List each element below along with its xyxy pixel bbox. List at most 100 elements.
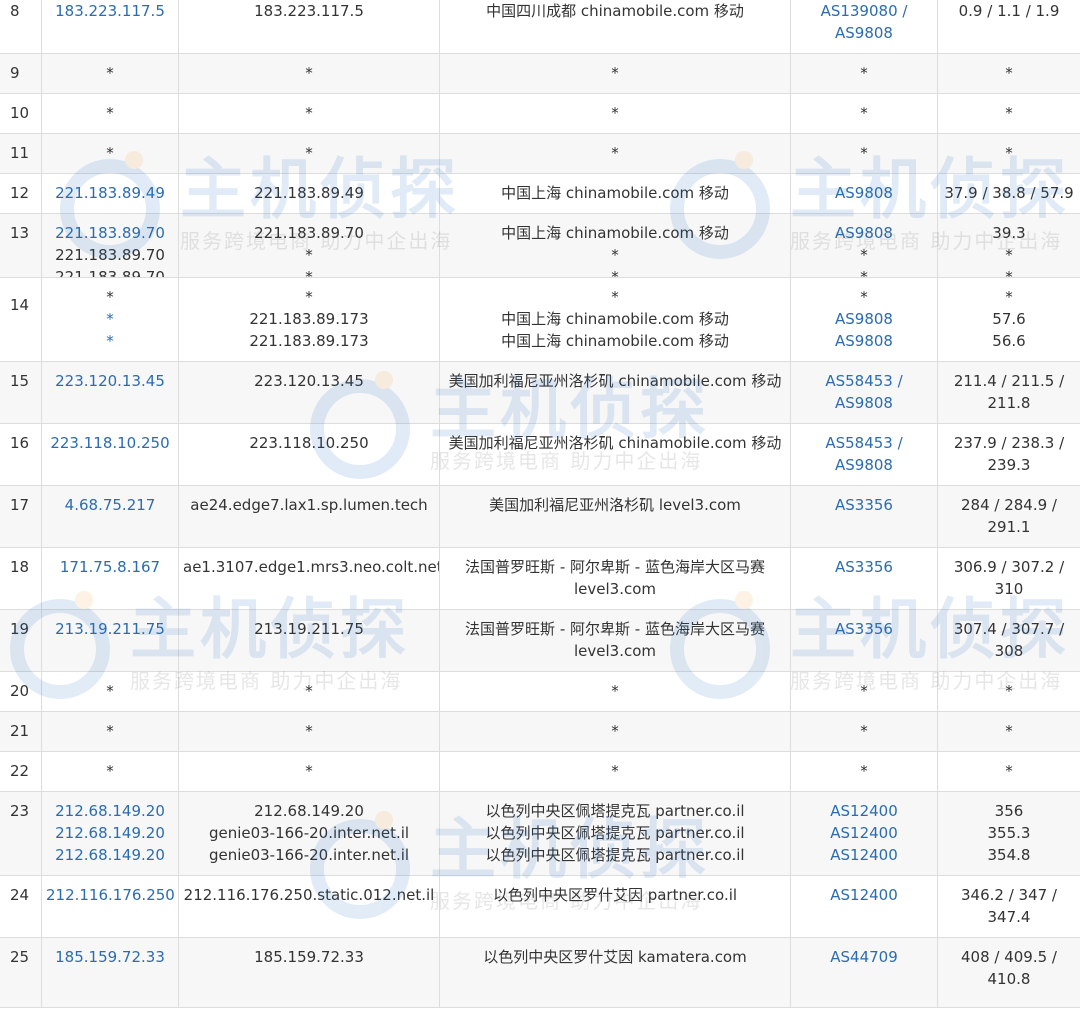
as-number-link[interactable]: AS9808 bbox=[791, 174, 938, 213]
ip-link-text[interactable]: * bbox=[106, 332, 114, 350]
ip-link-text[interactable]: 221.183.89.49 bbox=[55, 184, 165, 202]
ip-link[interactable]: 223.120.13.45 bbox=[42, 362, 179, 423]
as-number-link[interactable]: AS58453 / AS9808 bbox=[791, 362, 938, 423]
as-number-link[interactable]: AS58453 / AS9808 bbox=[791, 424, 938, 485]
as-number-link[interactable]: * bbox=[791, 54, 938, 93]
ip-link-text[interactable]: 183.223.117.5 bbox=[55, 2, 165, 20]
as-number-link-text[interactable]: AS9808 bbox=[835, 24, 893, 42]
as-number-link-text[interactable]: AS12400 bbox=[830, 846, 898, 864]
as-number-link-text[interactable]: AS9808 bbox=[835, 310, 893, 328]
latency-ms-text: * bbox=[1005, 246, 1013, 264]
ip-link-text[interactable]: 4.68.75.217 bbox=[64, 496, 156, 514]
ip-link[interactable]: 183.223.117.5 bbox=[42, 0, 179, 53]
geo-location-text: 美国加利福尼亚州洛杉矶 chinamobile.com 移动 bbox=[448, 434, 782, 452]
ip-link-text[interactable]: 221.183.89.70 bbox=[55, 224, 165, 242]
geo-location: * bbox=[440, 672, 791, 711]
as-number-link-text[interactable]: AS9808 bbox=[835, 456, 893, 474]
ip-link[interactable]: 4.68.75.217 bbox=[42, 486, 179, 547]
geo-location: 中国上海 chinamobile.com 移动 bbox=[440, 174, 791, 213]
ip-link-text[interactable]: 212.116.176.250 bbox=[46, 886, 175, 904]
as-number-link[interactable]: * bbox=[791, 94, 938, 133]
as-number-link[interactable]: AS12400 bbox=[791, 876, 938, 937]
latency-ms-text: * bbox=[1005, 144, 1013, 162]
as-number-link-text[interactable]: AS3356 bbox=[835, 496, 893, 514]
as-number-link-text[interactable]: AS12400 bbox=[830, 802, 898, 820]
geo-location-text: * bbox=[611, 268, 619, 277]
ip-link[interactable]: * * * bbox=[42, 278, 179, 361]
as-number-link[interactable]: AS3356 bbox=[791, 548, 938, 609]
ip-link-text[interactable]: 223.118.10.250 bbox=[50, 434, 170, 452]
ip-link[interactable]: * bbox=[42, 712, 179, 751]
as-number-link-text[interactable]: AS9808 bbox=[835, 394, 893, 412]
hop-number: 25 bbox=[0, 938, 42, 1007]
as-number-link[interactable]: AS3356 bbox=[791, 486, 938, 547]
ip-link[interactable]: 223.118.10.250 bbox=[42, 424, 179, 485]
as-number-link[interactable]: AS139080 / AS9808 bbox=[791, 0, 938, 53]
hop-number-text: 13 bbox=[10, 224, 30, 242]
ip-link[interactable]: 185.159.72.33 bbox=[42, 938, 179, 1007]
hop-number: 10 bbox=[0, 94, 42, 133]
ip-link[interactable]: * bbox=[42, 94, 179, 133]
hop-number-text: 15 bbox=[10, 372, 30, 390]
geo-location-text: 以色列中央区罗什艾因 kamatera.com bbox=[483, 948, 747, 966]
as-number-link[interactable]: * bbox=[791, 712, 938, 751]
ip-link[interactable]: * bbox=[42, 54, 179, 93]
as-number-link[interactable]: AS44709 bbox=[791, 938, 938, 1007]
as-number-link-text[interactable]: AS3356 bbox=[835, 620, 893, 638]
hop-number: 24 bbox=[0, 876, 42, 937]
as-number-link[interactable]: AS3356 bbox=[791, 610, 938, 671]
ip-link-text[interactable]: 212.68.149.20 bbox=[55, 824, 165, 842]
ip-link[interactable]: 221.183.89.70 221.183.89.70 221.183.89.70 bbox=[42, 214, 179, 277]
as-number-link[interactable]: AS9808 * * bbox=[791, 214, 938, 277]
as-number-link[interactable]: * bbox=[791, 752, 938, 791]
as-number-link-text[interactable]: AS44709 bbox=[830, 948, 898, 966]
table-row: 14 * * * * 221.183.89.173 221.183.89.173 * 中国上海 … bbox=[0, 278, 1080, 362]
geo-location-text: 中国上海 chinamobile.com 移动 bbox=[501, 310, 729, 328]
latency-ms-text: 37.9 / 38.8 / 57.9 bbox=[944, 184, 1074, 202]
latency-ms: 408 / 409.5 / 410.8 bbox=[938, 938, 1080, 1007]
ip-link-text[interactable]: 213.19.211.75 bbox=[55, 620, 165, 638]
ip-link-text[interactable]: 212.68.149.20 bbox=[55, 802, 165, 820]
as-number-link-text: * bbox=[860, 762, 868, 780]
hostname-text: 223.118.10.250 bbox=[249, 434, 369, 452]
as-number-link-text[interactable]: AS58453 / bbox=[825, 372, 903, 390]
hostname: * bbox=[179, 54, 440, 93]
as-number-link-text[interactable]: AS3356 bbox=[835, 558, 893, 576]
geo-location-text: * bbox=[611, 246, 619, 264]
ip-link[interactable]: * bbox=[42, 672, 179, 711]
hostname: 185.159.72.33 bbox=[179, 938, 440, 1007]
ip-link[interactable]: 171.75.8.167 bbox=[42, 548, 179, 609]
ip-link-text[interactable]: 223.120.13.45 bbox=[55, 372, 165, 390]
as-number-link[interactable]: * bbox=[791, 672, 938, 711]
latency-ms: 346.2 / 347 / 347.4 bbox=[938, 876, 1080, 937]
hostname-text: * bbox=[305, 288, 313, 306]
as-number-link[interactable]: * bbox=[791, 134, 938, 173]
latency-ms-text: 308 bbox=[994, 642, 1024, 660]
as-number-link-text[interactable]: AS12400 bbox=[830, 886, 898, 904]
ip-link-text[interactable]: 171.75.8.167 bbox=[59, 558, 161, 576]
ip-link[interactable]: 212.68.149.20 212.68.149.20 212.68.149.20 bbox=[42, 792, 179, 875]
ip-link[interactable]: 212.116.176.250 bbox=[42, 876, 179, 937]
as-number-link-text[interactable]: AS9808 bbox=[835, 184, 893, 202]
hostname: * bbox=[179, 752, 440, 791]
table-row: 11 * * * * * bbox=[0, 134, 1080, 174]
ip-link[interactable]: 221.183.89.49 bbox=[42, 174, 179, 213]
hostname: 213.19.211.75 bbox=[179, 610, 440, 671]
ip-link[interactable]: 213.19.211.75 bbox=[42, 610, 179, 671]
hostname-text: 221.183.89.173 bbox=[249, 332, 369, 350]
ip-link[interactable]: * bbox=[42, 134, 179, 173]
ip-link-text[interactable]: 212.68.149.20 bbox=[55, 846, 165, 864]
as-number-link-text[interactable]: AS12400 bbox=[830, 824, 898, 842]
ip-link-text[interactable]: 185.159.72.33 bbox=[55, 948, 165, 966]
as-number-link-text[interactable]: AS139080 / bbox=[820, 2, 908, 20]
as-number-link[interactable]: AS12400 AS12400 AS12400 bbox=[791, 792, 938, 875]
as-number-link-text[interactable]: AS9808 bbox=[835, 332, 893, 350]
as-number-link[interactable]: * AS9808 AS9808 bbox=[791, 278, 938, 361]
ip-link[interactable]: * bbox=[42, 752, 179, 791]
ip-link-text[interactable]: * bbox=[106, 310, 114, 328]
as-number-link-text[interactable]: AS9808 bbox=[835, 224, 893, 242]
latency-ms: * bbox=[938, 672, 1080, 711]
ip-link-text: * bbox=[106, 288, 114, 306]
as-number-link-text[interactable]: AS58453 / bbox=[825, 434, 903, 452]
